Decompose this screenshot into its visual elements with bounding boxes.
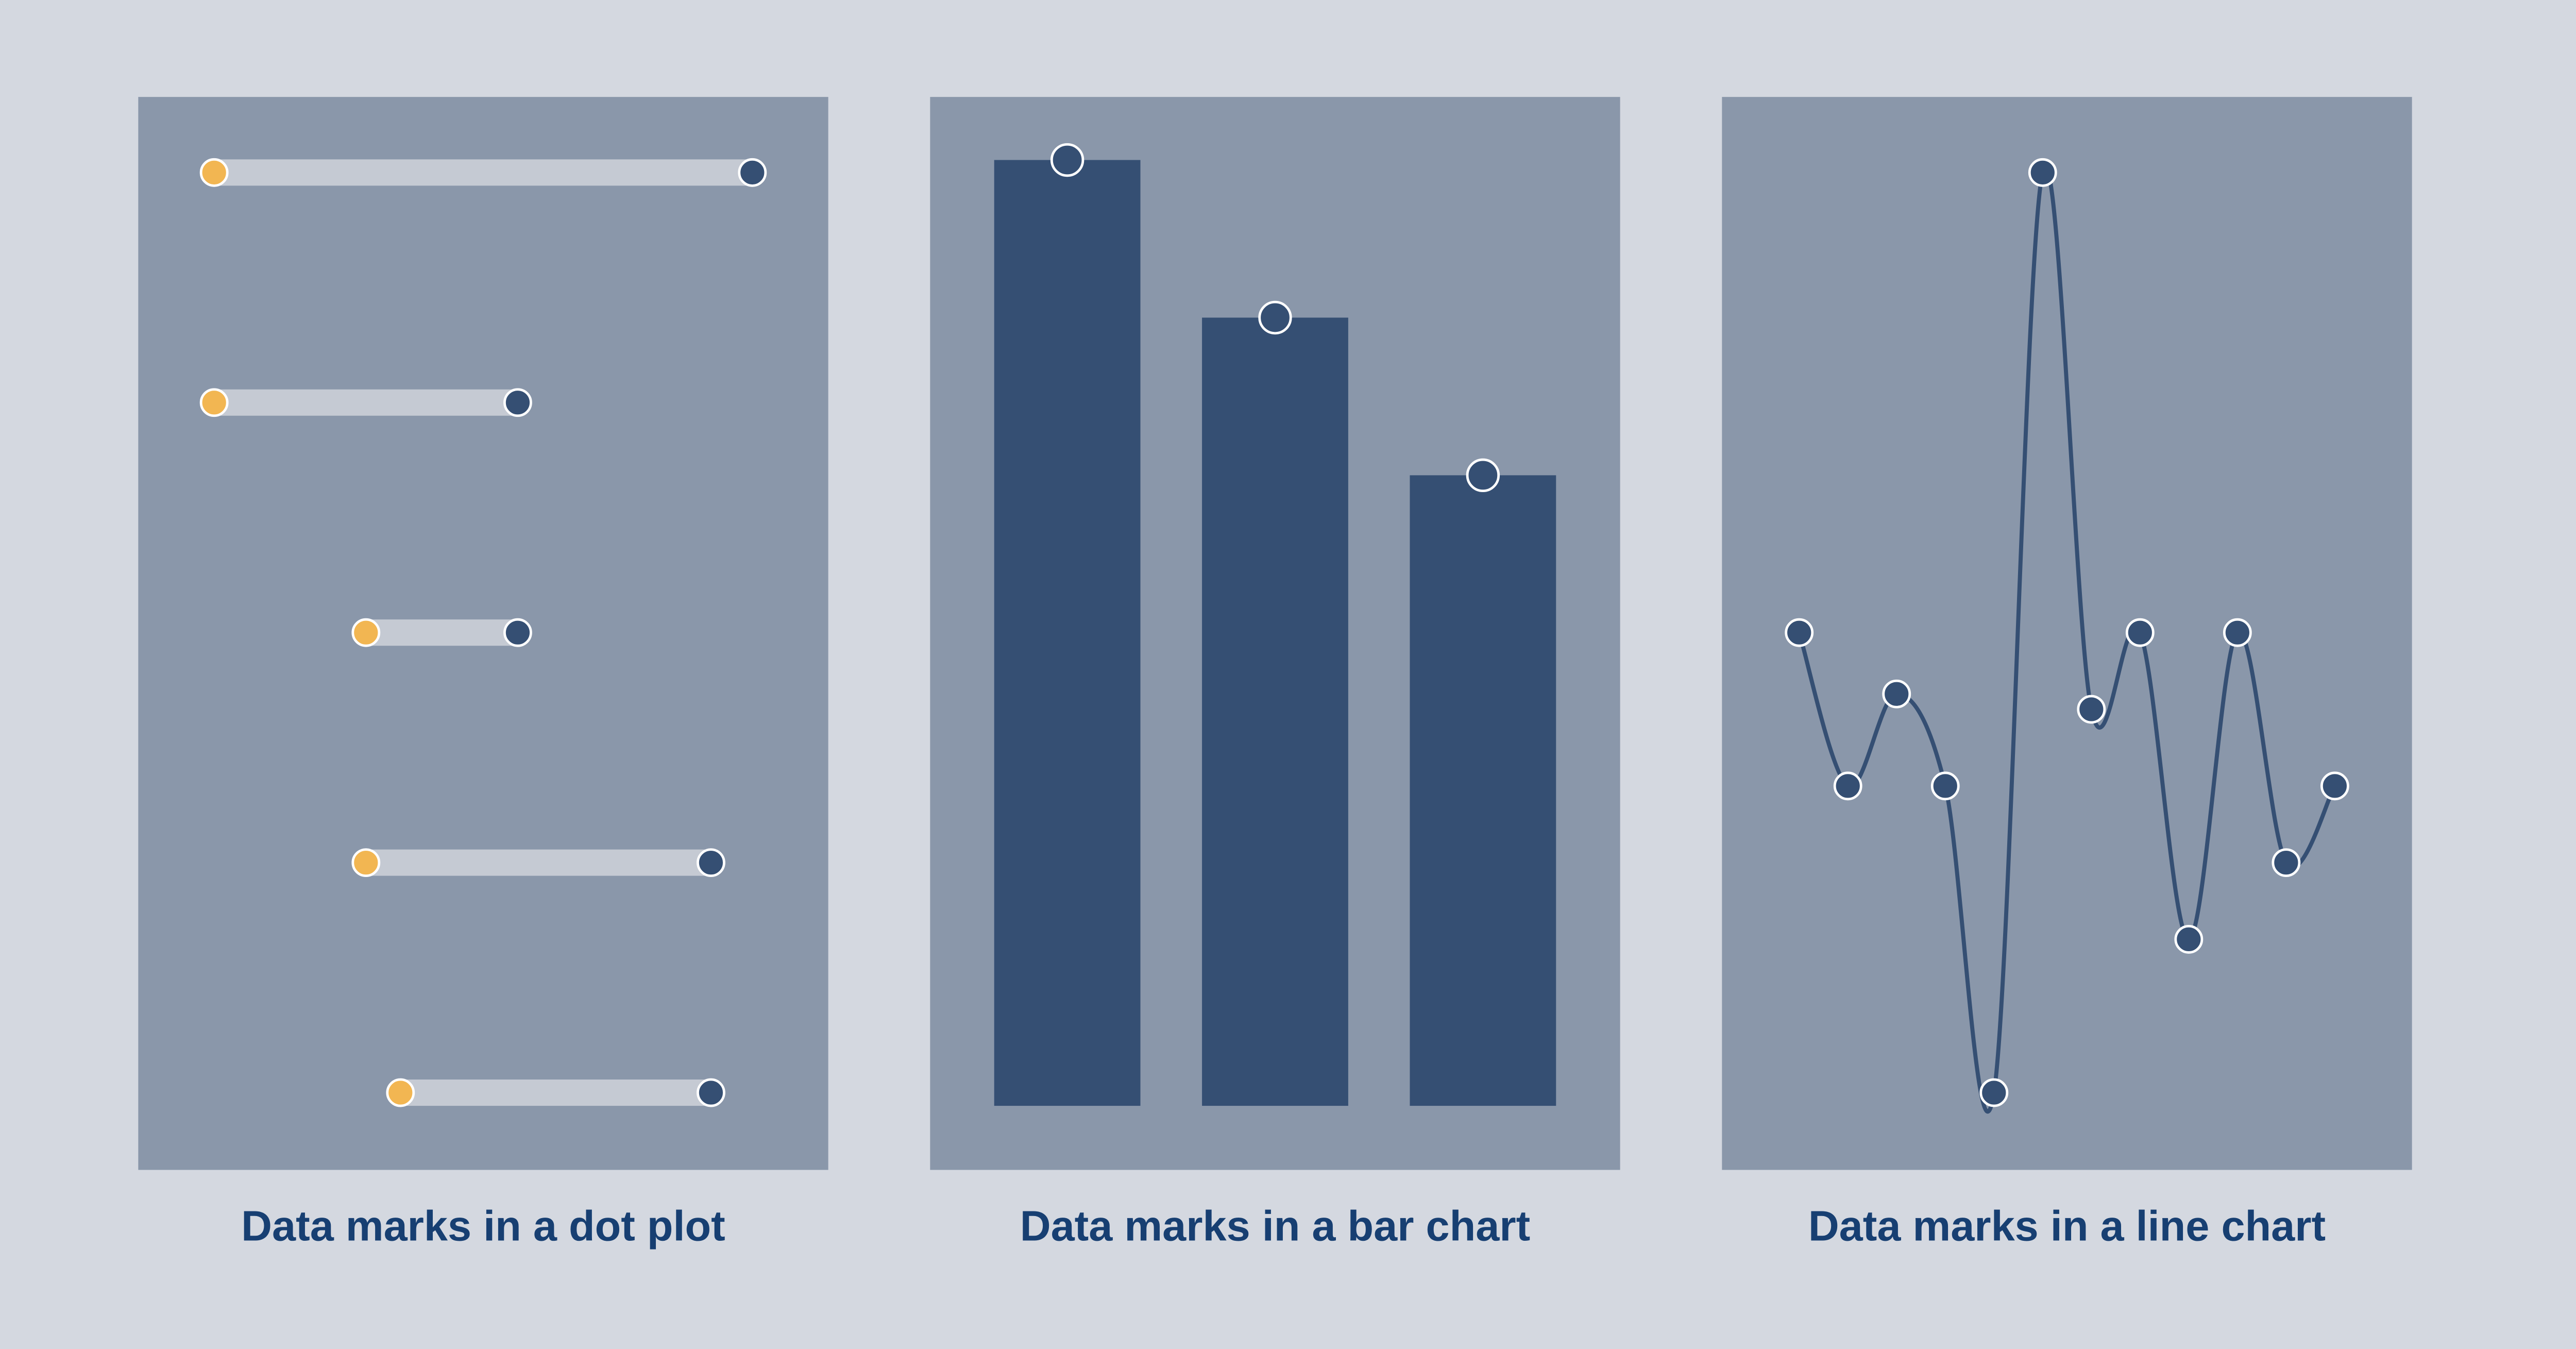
panel-title: Data marks in a line chart — [1808, 1202, 2326, 1250]
start-dot — [199, 158, 229, 187]
end-dot — [503, 388, 532, 417]
bar-top-dot — [1050, 143, 1084, 177]
data-point — [1979, 1078, 2009, 1107]
panel-title: Data marks in a bar chart — [1020, 1202, 1531, 1250]
bar — [994, 160, 1141, 1106]
panel-bg — [1722, 97, 2412, 1170]
range-bar — [366, 619, 518, 646]
data-point — [2272, 848, 2301, 878]
data-point — [1833, 771, 1862, 801]
panel-title: Data marks in a dot plot — [241, 1202, 725, 1250]
bar-top-dot — [1466, 458, 1500, 493]
data-point — [2125, 618, 2155, 647]
line-chart-panel: Data marks in a line chart — [1722, 97, 2412, 1250]
end-dot — [697, 1078, 725, 1107]
start-dot — [351, 618, 381, 647]
range-bar — [366, 849, 711, 876]
data-point — [2077, 695, 2106, 724]
end-dot — [697, 848, 725, 878]
bar-top-dot — [1258, 300, 1292, 335]
data-point — [2320, 771, 2349, 801]
start-dot — [199, 388, 229, 417]
data-point — [1882, 679, 1911, 709]
start-dot — [351, 848, 381, 878]
data-point — [1785, 618, 1814, 647]
bar — [1410, 475, 1556, 1106]
end-dot — [503, 618, 532, 647]
range-bar — [214, 159, 753, 186]
data-point — [2223, 618, 2252, 647]
range-bar — [214, 389, 518, 416]
data-point — [1930, 771, 1960, 801]
data-point — [2028, 158, 2057, 187]
dot-plot-panel: Data marks in a dot plot — [138, 97, 828, 1250]
bar — [1202, 317, 1348, 1106]
bar-chart-panel: Data marks in a bar chart — [930, 97, 1620, 1250]
start-dot — [386, 1078, 415, 1107]
series-line — [1797, 165, 2337, 1114]
range-bar — [400, 1080, 711, 1106]
end-dot — [738, 158, 767, 187]
data-point — [2174, 925, 2204, 954]
